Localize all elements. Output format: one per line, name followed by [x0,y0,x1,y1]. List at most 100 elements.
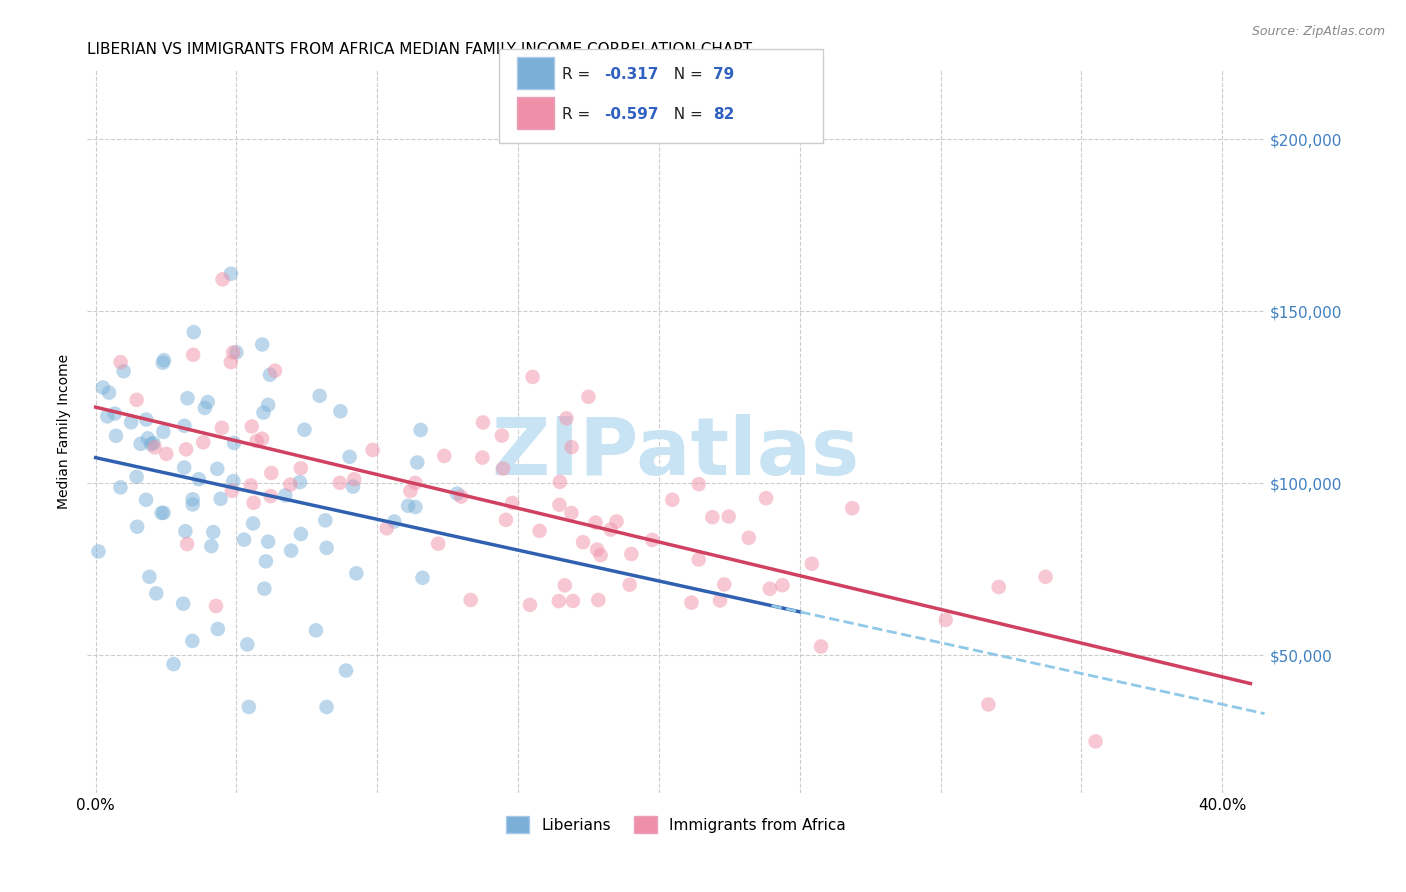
Point [412,571,434,585]
Point [294,423,316,437]
Point [555,411,578,425]
Point [495,513,517,527]
Point [606,515,628,529]
Point [427,537,450,551]
Point [211,272,233,286]
Point [257,534,280,549]
Point [800,557,823,571]
Point [239,478,262,492]
Point [572,535,595,549]
Point [578,390,600,404]
Point [194,401,217,415]
Point [759,582,782,596]
Point [315,700,337,714]
Point [104,429,127,443]
Point [110,355,132,369]
Point [187,472,209,486]
Point [382,515,405,529]
Point [935,613,957,627]
Point [585,516,607,530]
Point [399,483,422,498]
Point [259,489,281,503]
Text: ZIPatlas: ZIPatlas [492,415,860,492]
Point [181,498,204,512]
Point [288,475,311,490]
Point [181,634,204,648]
Text: Source: ZipAtlas.com: Source: ZipAtlas.com [1251,25,1385,38]
Point [254,554,277,568]
Point [260,466,283,480]
Point [240,419,263,434]
Point [197,395,219,409]
Point [176,391,198,405]
Point [772,578,794,592]
Point [491,428,513,442]
Point [112,364,135,378]
Point [361,442,384,457]
Point [329,404,352,418]
Point [717,509,740,524]
Point [308,389,330,403]
Point [342,480,364,494]
Point [222,474,245,488]
Point [252,406,274,420]
Point [135,492,157,507]
Point [183,325,205,339]
Point [219,267,242,281]
Point [314,513,336,527]
Point [250,337,273,351]
Point [91,380,114,394]
Point [599,523,621,537]
Point [207,462,229,476]
Point [688,477,710,491]
Point [181,492,204,507]
Point [193,435,215,450]
Point [548,475,571,489]
Point [274,488,297,502]
Point [433,449,456,463]
Point [738,531,761,545]
Point [127,519,149,533]
Point [143,440,166,454]
Point [139,437,162,451]
Text: 82: 82 [713,106,734,121]
Point [222,345,245,359]
Point [343,472,366,486]
Point [406,456,429,470]
Point [153,353,176,368]
Point [209,491,232,506]
Point [242,496,264,510]
Point [238,700,260,714]
Point [135,412,157,426]
Point [290,461,312,475]
Point [709,593,731,607]
Point [977,698,1000,712]
Point [181,348,204,362]
Point [125,392,148,407]
Point [173,418,195,433]
Point [202,524,225,539]
Point [280,477,302,491]
Point [1084,734,1107,748]
Point [174,442,197,457]
Point [87,544,110,558]
Point [152,506,174,520]
Point [460,593,482,607]
Point [162,657,184,672]
Point [404,500,426,514]
Point [152,425,174,439]
Point [561,440,583,454]
Point [713,577,735,591]
Point [335,664,357,678]
Point [222,436,245,450]
Text: 79: 79 [713,67,734,82]
Point [155,447,177,461]
Point [661,492,683,507]
Text: R =: R = [562,106,596,121]
Point [588,593,610,607]
Text: -0.597: -0.597 [605,106,659,121]
Point [375,521,398,535]
Point [519,598,541,612]
Point [641,533,664,547]
Point [290,527,312,541]
